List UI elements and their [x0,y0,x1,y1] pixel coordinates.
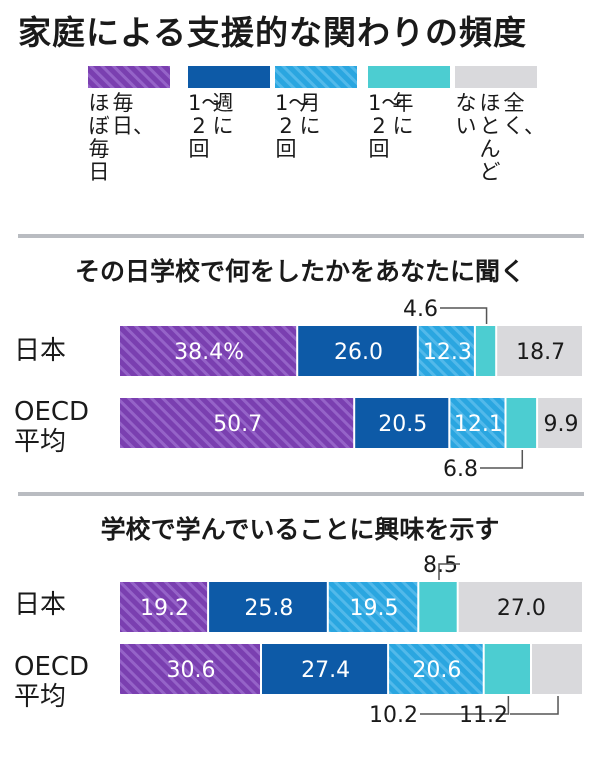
legend-item-1: 毎日、 ほぼ毎日 [88,66,170,218]
data-label-panel2-row2-seg3: 20.6 [412,658,461,683]
legend-label-1-column-2: ほぼ毎日 [88,91,110,184]
bar-segment-panel2-row1-seg2 [209,582,327,632]
bar-segment-panel1-row1-seg1 [120,326,297,376]
bar-segment-panel1-row2-seg5 [538,398,582,448]
data-label-panel1-row2-seg3: 12.1 [454,412,503,437]
data-label-panel1-row2-seg2: 20.5 [378,412,427,437]
legend-label-5-column-3: ない [455,91,477,138]
legend-item-4: 年に 1〜2回 [368,66,450,218]
bar-segment-panel2-row2-seg2 [262,644,388,694]
data-label-panel2-row1-seg5: 27.0 [497,596,546,621]
bar-segment-panel1-row2-seg4 [506,398,537,448]
legend-label-3-column-1: 月に [299,91,321,138]
chart-title: 家庭による支援的な関わりの頻度 [18,13,528,52]
data-label-panel2-row1-seg3: 19.5 [350,596,399,621]
panel-1-row-label-oecd: OECD 平均 [14,397,114,457]
section-divider-2 [18,492,584,496]
data-label-panel2-row2-seg5: 11.2 [459,703,508,728]
data-label-panel2-row2-seg1: 30.6 [167,658,216,683]
bar-segment-panel2-row1-seg4 [419,582,457,632]
panel-2-row-label-oecd: OECD 平均 [14,652,114,712]
section-divider-1 [18,234,584,238]
data-label-panel1-row1-seg5: 18.7 [516,340,565,365]
callout-line-panel2-row1-seg4 [438,563,460,580]
legend-swatch-4 [368,66,450,88]
bar-segment-panel2-row1-seg1 [120,582,208,632]
panel-2-row-label-oecd-line-1: OECD [14,652,90,682]
bar-segment-panel1-row1-seg5 [497,326,582,376]
data-label-panel1-row2-seg1: 50.7 [213,412,262,437]
data-label-panel2-row1-seg2: 25.8 [244,596,293,621]
panel-1-row-label-oecd-line-2: 平均 [14,427,67,457]
panel-2-row-label-japan: 日本 [14,590,67,620]
legend-label-2: 週に 1〜2回 [188,92,234,161]
bar-segment-panel1-row1-seg2 [298,326,417,376]
bar-segment-panel2-row1-seg3 [328,582,418,632]
data-label-panel1-row1-seg3: 12.3 [423,340,472,365]
panel-2-title: 学校で学んでいることに興味を示す [100,515,500,544]
data-label-panel1-row2-seg5: 9.9 [544,412,579,437]
legend-label-3: 月に 1〜2回 [275,92,321,161]
bar-segment-panel1-row1-seg3 [418,326,474,376]
callout-line-panel1-row1-seg4 [440,307,488,324]
legend-item-5: 全く、 ほとんど ない [455,66,546,218]
bar-segment-panel2-row2-seg3 [389,644,483,694]
legend-label-2-column-1: 週に [212,91,234,138]
legend-swatch-3 [275,66,357,88]
panel-1-row-label-japan: 日本 [14,336,67,366]
bar-segment-panel2-row2-seg5 [532,644,582,694]
bar-segment-panel1-row2-seg1 [120,398,354,448]
legend-swatch-2 [188,66,270,88]
data-label-panel2-row2-seg2: 27.4 [301,658,350,683]
legend-label-4: 年に 1〜2回 [368,92,414,161]
data-label-panel1-row2-seg4: 6.8 [443,457,478,482]
bar-segment-panel2-row1-seg5 [458,582,582,632]
legend-swatch-1 [88,66,170,88]
bar-segment-panel1-row2-seg2 [355,398,449,448]
panel-1-title: その日学校で何をしたかをあなたに聞く [74,257,525,286]
bar-segment-panel2-row2-seg4 [484,644,530,694]
panel-1-row-label-oecd-line-1: OECD [14,397,90,427]
data-label-panel2-row1-seg1: 19.2 [140,596,189,621]
callout-line-panel2-row2-seg4 [420,696,510,715]
legend-item-2: 週に 1〜2回 [188,66,270,218]
legend-label-4-column-1: 年に [392,91,414,138]
legend-label-5-column-2: ほとんど [479,91,501,184]
bar-segment-panel1-row2-seg3 [450,398,505,448]
data-label-panel2-row2-seg4: 10.2 [369,703,418,728]
callout-line-panel2-row2-seg5 [510,696,559,715]
legend-item-3: 月に 1〜2回 [275,66,357,218]
data-label-panel1-row1-seg1: 38.4% [174,340,244,365]
data-label-panel2-row1-seg4: 8.5 [423,553,458,578]
data-label-panel1-row1-seg2: 26.0 [334,340,383,365]
callout-line-panel1-row2-seg4 [480,450,524,469]
data-label-panel1-row1-seg4: 4.6 [403,297,438,322]
bar-segment-panel2-row2-seg1 [120,644,260,694]
bar-segment-panel1-row1-seg4 [475,326,496,376]
panel-2-row-label-oecd-line-2: 平均 [14,682,67,712]
legend-swatch-5 [455,66,537,88]
